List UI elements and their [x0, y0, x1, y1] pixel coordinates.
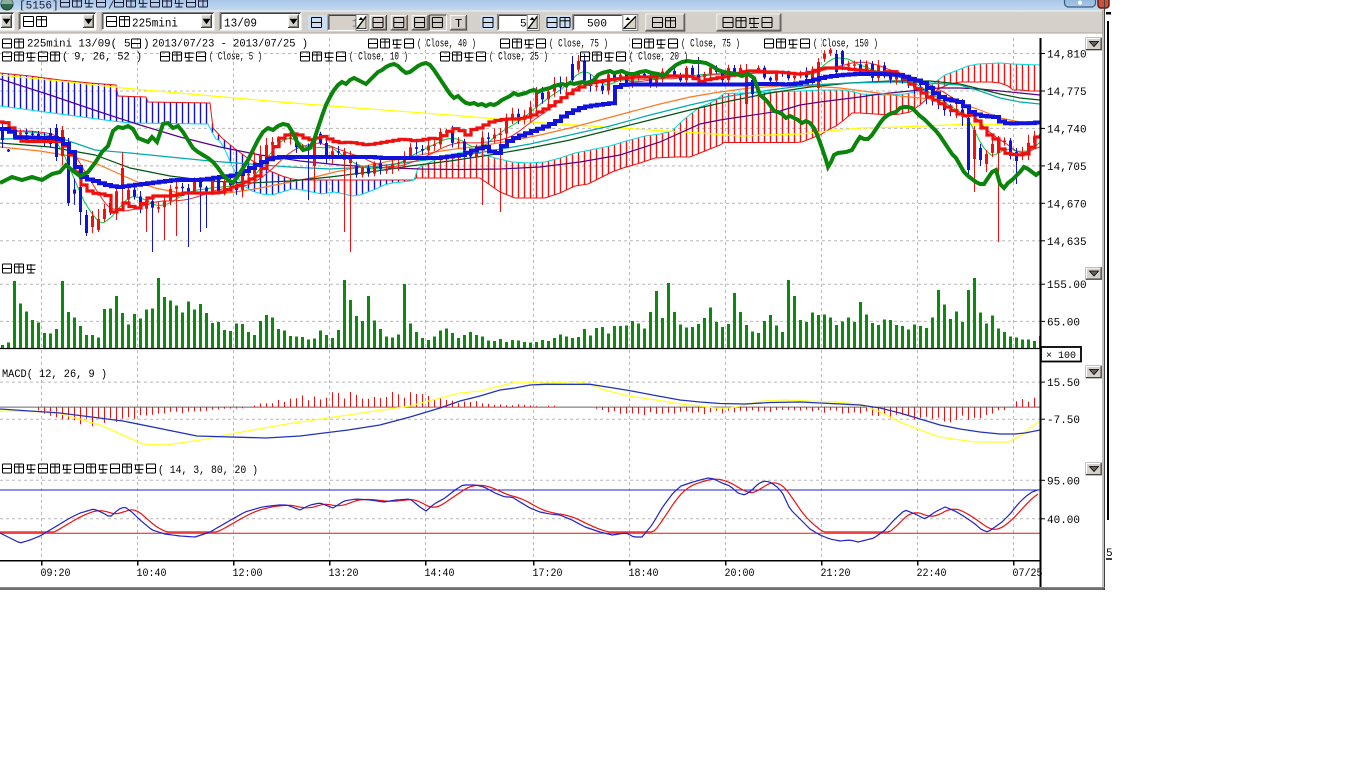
- svg-text:14:40: 14:40: [425, 568, 455, 580]
- svg-text:( 14, 3, 80, 20 ): ( 14, 3, 80, 20 ): [158, 465, 258, 477]
- svg-text:65.00: 65.00: [1047, 317, 1080, 329]
- svg-text:09:20: 09:20: [41, 568, 71, 580]
- svg-text:MACD( 12, 26, 9 ): MACD( 12, 26, 9 ): [2, 369, 107, 381]
- svg-text:( Close, 40 ): ( Close, 40 ): [417, 39, 476, 51]
- svg-text:-7.50: -7.50: [1047, 415, 1080, 427]
- svg-text:95.00: 95.00: [1047, 476, 1080, 488]
- svg-text:15.50: 15.50: [1047, 378, 1080, 390]
- svg-text:5: 5: [124, 39, 131, 51]
- svg-text:( Close, 25 ): ( Close, 25 ): [489, 52, 548, 64]
- svg-text:14,810: 14,810: [1047, 50, 1087, 62]
- svg-text:( Close, 5 ): ( Close, 5 ): [209, 52, 262, 64]
- svg-text:10:40: 10:40: [137, 568, 167, 580]
- svg-text:[5156]: [5156]: [19, 1, 59, 13]
- svg-text:14,705: 14,705: [1047, 162, 1087, 174]
- svg-text:07/25: 07/25: [1013, 568, 1043, 580]
- svg-text:40.00: 40.00: [1047, 515, 1080, 527]
- svg-text:): ): [143, 39, 150, 51]
- svg-text:14,775: 14,775: [1047, 87, 1087, 99]
- svg-text:225mini: 225mini: [132, 17, 178, 31]
- svg-text:14,740: 14,740: [1047, 124, 1087, 136]
- svg-text:12:00: 12:00: [233, 568, 263, 580]
- svg-text:20:00: 20:00: [725, 568, 755, 580]
- svg-text:( Close, 20 ): ( Close, 20 ): [629, 52, 688, 64]
- svg-text:155.00: 155.00: [1047, 280, 1087, 292]
- svg-text:21:20: 21:20: [821, 568, 851, 580]
- svg-text:2013/07/23 - 2013/07/25 ): 2013/07/23 - 2013/07/25 ): [152, 39, 308, 51]
- svg-text:/: /: [108, 1, 115, 13]
- svg-text:5: 5: [520, 19, 527, 31]
- svg-text:17:20: 17:20: [533, 568, 563, 580]
- svg-text:14,670: 14,670: [1047, 199, 1087, 211]
- svg-text:13:20: 13:20: [329, 568, 359, 580]
- svg-text:( Close, 75 ): ( Close, 75 ): [549, 39, 608, 51]
- svg-text:T: T: [455, 17, 462, 31]
- svg-text:5: 5: [1106, 548, 1113, 560]
- svg-text:13/09: 13/09: [224, 17, 257, 31]
- svg-text:× 100: × 100: [1046, 350, 1076, 362]
- svg-text:22:40: 22:40: [917, 568, 947, 580]
- svg-text:14,635: 14,635: [1047, 237, 1087, 249]
- svg-text:( Close, 10 ): ( Close, 10 ): [349, 52, 408, 64]
- svg-text:( Close, 150 ): ( Close, 150 ): [813, 39, 878, 51]
- svg-text:( Close, 75 ): ( Close, 75 ): [681, 39, 740, 51]
- svg-text:225mini 13/09(: 225mini 13/09(: [27, 39, 117, 51]
- svg-text:( 9, 26, 52 ): ( 9, 26, 52 ): [62, 52, 142, 64]
- svg-text:500: 500: [587, 19, 607, 31]
- svg-text:18:40: 18:40: [629, 568, 659, 580]
